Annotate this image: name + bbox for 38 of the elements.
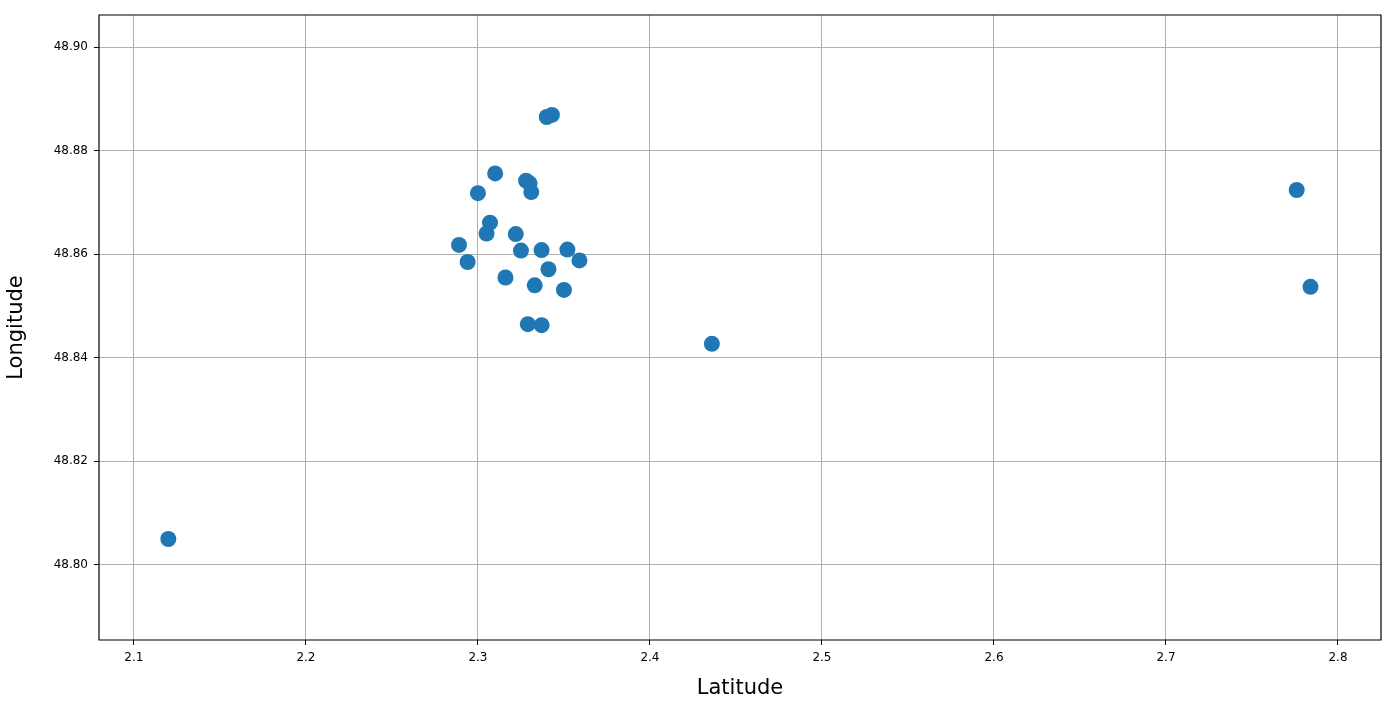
point xyxy=(543,106,560,123)
y-tick-label: 48.88 xyxy=(53,142,88,157)
point xyxy=(555,281,572,298)
point xyxy=(497,269,514,286)
point xyxy=(451,236,468,253)
point xyxy=(703,335,720,352)
point xyxy=(160,531,177,548)
point xyxy=(1288,182,1305,199)
point xyxy=(519,316,536,333)
point xyxy=(512,242,529,259)
point xyxy=(526,277,543,294)
point xyxy=(478,225,495,242)
y-tick-label: 48.84 xyxy=(53,349,88,364)
point xyxy=(487,165,504,182)
point xyxy=(559,241,576,258)
point xyxy=(1302,278,1319,295)
point xyxy=(571,252,588,269)
point xyxy=(533,242,550,259)
point xyxy=(523,184,540,201)
y-tick-label: 48.82 xyxy=(53,453,88,468)
x-tick-label: 2.5 xyxy=(812,650,832,665)
y-axis-title: Longitude xyxy=(3,275,28,380)
point xyxy=(533,317,550,334)
y-tick-label: 48.86 xyxy=(53,246,88,261)
x-tick-label: 2.6 xyxy=(984,650,1004,665)
x-axis-title: Latitude xyxy=(696,674,784,699)
point xyxy=(540,261,557,278)
y-tick-label: 48.90 xyxy=(53,39,88,54)
x-tick-label: 2.3 xyxy=(468,650,488,665)
x-tick-label: 2.7 xyxy=(1156,650,1176,665)
x-tick-label: 2.4 xyxy=(640,650,660,665)
y-tick-label: 48.80 xyxy=(53,557,88,572)
point xyxy=(507,226,524,243)
x-tick-label: 2.1 xyxy=(124,650,144,665)
x-tick-label: 2.8 xyxy=(1328,650,1348,665)
point xyxy=(469,185,486,202)
point xyxy=(459,254,476,270)
x-tick-label: 2.2 xyxy=(296,650,316,665)
